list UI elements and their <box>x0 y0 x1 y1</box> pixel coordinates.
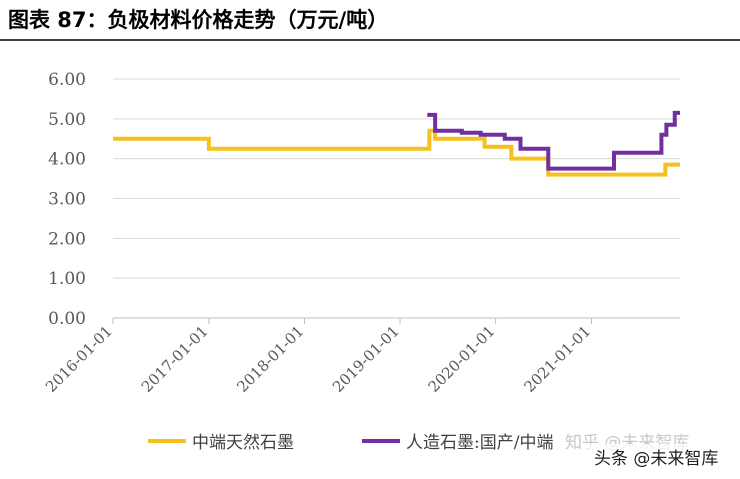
y-tick-label: 0.00 <box>48 309 86 329</box>
legend-label: 中端天然石墨 <box>192 433 294 453</box>
y-tick-label: 1.00 <box>48 269 86 289</box>
y-tick-label: 5.00 <box>48 110 86 130</box>
y-tick-label: 3.00 <box>48 190 86 210</box>
x-tick-label: 2018-01-01 <box>233 322 307 396</box>
x-tick-label: 2017-01-01 <box>138 322 212 396</box>
x-tick-label: 2021-01-01 <box>520 322 594 396</box>
x-tick-label: 2016-01-01 <box>42 322 116 396</box>
x-tick-label: 2019-01-01 <box>329 322 403 396</box>
watermark: 头条 @未来智库 <box>594 449 718 469</box>
x-tick-label: 2020-01-01 <box>425 322 499 396</box>
watermark-bg <box>588 444 733 472</box>
legend-label: 人造石墨:国产/中端 <box>406 433 553 453</box>
y-tick-label: 4.00 <box>48 150 86 170</box>
chart-title: 图表 87：负极材料价格走势（万元/吨） <box>8 8 388 32</box>
y-tick-label: 6.00 <box>48 70 86 90</box>
series-line <box>113 128 680 177</box>
series-line <box>427 110 680 171</box>
y-tick-label: 2.00 <box>48 229 86 249</box>
